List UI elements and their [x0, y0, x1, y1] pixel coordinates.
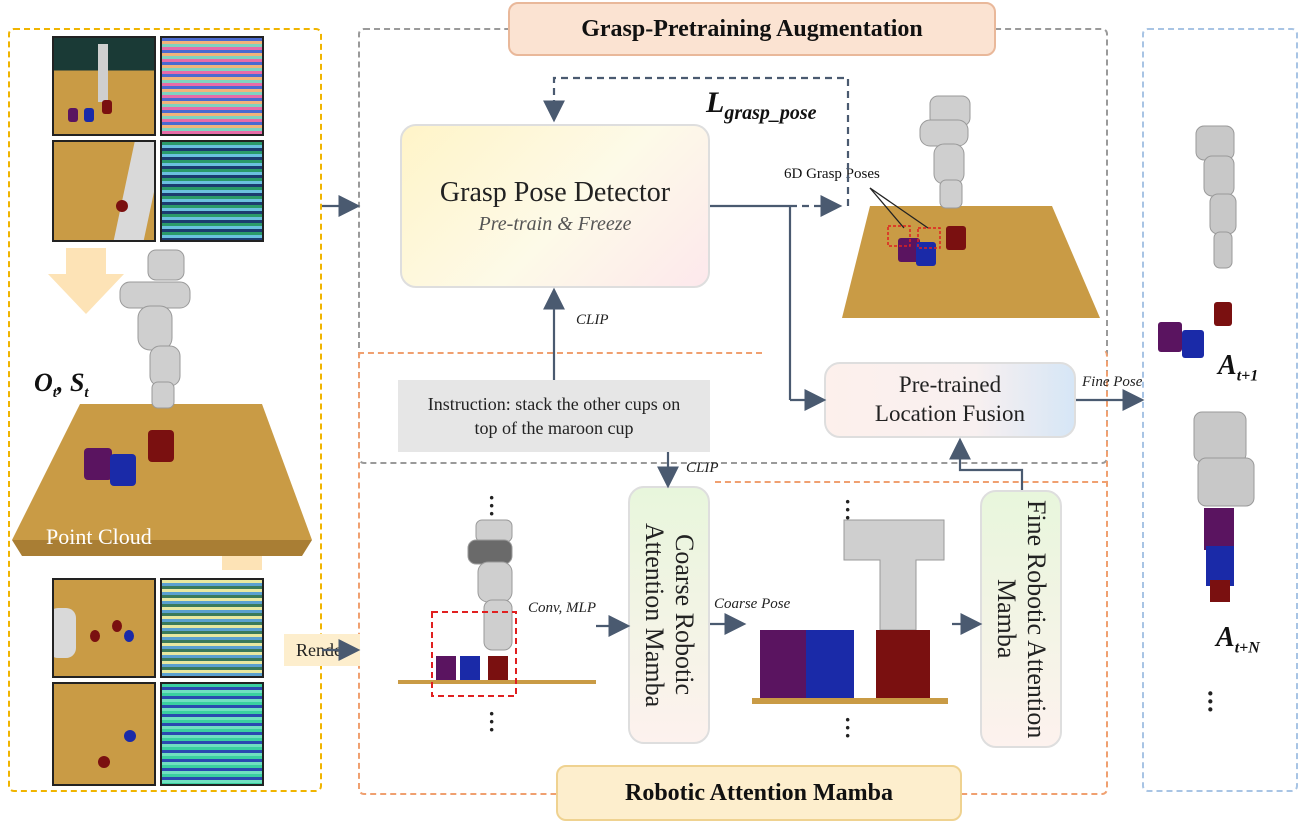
- depth-view-top: [160, 140, 264, 242]
- depth-view-right: [160, 682, 264, 786]
- purple-cup: [84, 448, 112, 480]
- ellipsis-bottom-right: · · ·: [844, 707, 852, 748]
- point-cloud-table: [12, 404, 312, 540]
- robotic-attention-mamba-title: Robotic Attention Mamba: [556, 765, 962, 821]
- grasp-pose-detector: Grasp Pose Detector Pre-train & Freeze: [400, 124, 710, 288]
- ram-top-border-right: [715, 481, 1108, 483]
- arrow-fine-to-fusion: [949, 437, 1024, 490]
- input-panel: [8, 28, 322, 792]
- rgb-view-top: [52, 140, 156, 242]
- depth-view-left: [160, 578, 264, 678]
- ellipsis-bottom-mid: · · ·: [488, 701, 496, 742]
- ellipsis-top-mid: · · ·: [488, 485, 496, 526]
- grasp-pose-detector-subtitle: Pre-train & Freeze: [478, 212, 632, 235]
- clip-label-upper: CLIP: [576, 312, 609, 328]
- fine-pose-label: Fine Pose: [1082, 374, 1143, 390]
- rgb-view-left: [52, 578, 156, 678]
- ram-top-border-left: [358, 352, 762, 354]
- point-cloud-label: Point Cloud: [46, 524, 152, 549]
- arrow-loss-feedback: [543, 76, 850, 206]
- conv-mlp-label: Conv, MLP: [528, 600, 597, 616]
- ellipsis-actions: · · ·: [1206, 679, 1215, 724]
- blue-cup: [110, 454, 136, 486]
- observation-state-label: Ot, St: [34, 368, 89, 402]
- coarse-pose-label: Coarse Pose: [714, 596, 791, 612]
- grasp-poses-label: 6D Grasp Poses: [784, 166, 880, 182]
- clip-label-lower: CLIP: [686, 460, 719, 476]
- action-t-plus-1: At+1: [1218, 350, 1259, 385]
- instruction-text: Instruction: stack the other cups on top…: [427, 393, 681, 438]
- ellipsis-top-right: · · ·: [844, 489, 852, 530]
- rgb-view-right: [52, 682, 156, 786]
- down-arrow-icon: [48, 248, 124, 314]
- maroon-cup: [148, 430, 174, 462]
- rgb-view-front: [52, 36, 156, 136]
- action-t-plus-n: At+N: [1216, 622, 1260, 657]
- grasp-pretraining-title: Grasp-Pretraining Augmentation: [508, 2, 996, 56]
- grasp-pose-detector-title: Grasp Pose Detector: [439, 176, 671, 208]
- point-cloud-robot: [119, 249, 191, 409]
- pretrained-location-fusion: Pre-trained Location Fusion: [824, 362, 1076, 438]
- instruction-box: Instruction: stack the other cups on top…: [398, 380, 710, 452]
- depth-view-front: [160, 36, 264, 136]
- grasp-loss-label: Lgrasp_pose: [706, 86, 817, 124]
